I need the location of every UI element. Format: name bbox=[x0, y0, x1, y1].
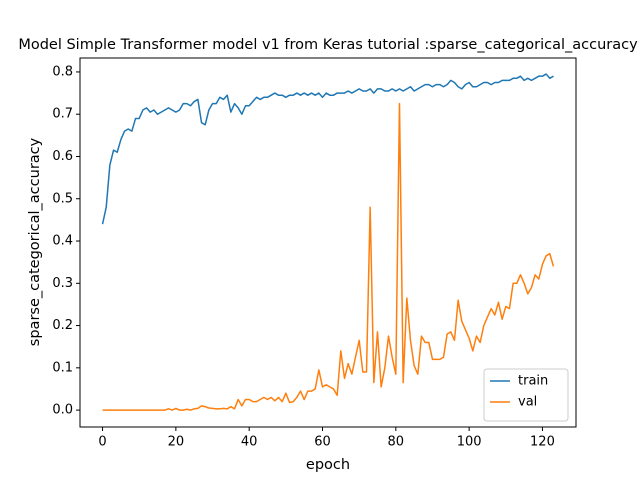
line-series bbox=[102, 102, 555, 411]
x-axis-label: epoch bbox=[306, 457, 350, 473]
legend-box bbox=[483, 368, 569, 422]
axes-frame bbox=[79, 57, 577, 428]
x-tick-label: 100 bbox=[457, 435, 482, 450]
x-tick-label: 20 bbox=[168, 435, 185, 450]
y-tick-label: 0.0 bbox=[52, 403, 73, 418]
y-tick-label: 0.1 bbox=[52, 360, 73, 375]
y-tick-label: 0.4 bbox=[52, 234, 73, 249]
y-tick-label: 0.8 bbox=[52, 64, 73, 79]
legend-label: train bbox=[518, 374, 548, 389]
x-tick-label: 120 bbox=[530, 435, 555, 450]
y-tick-label: 0.2 bbox=[52, 318, 73, 333]
chart-title: Model Simple Transformer model v1 from K… bbox=[18, 37, 638, 53]
x-tick-label: 80 bbox=[388, 435, 405, 450]
y-tick-label: 0.3 bbox=[52, 276, 73, 291]
line-series bbox=[101, 73, 554, 225]
x-tick-label: 60 bbox=[314, 435, 331, 450]
x-tick-label: 0 bbox=[98, 435, 106, 450]
y-tick-label: 0.6 bbox=[52, 149, 73, 164]
x-tick-label: 40 bbox=[241, 435, 258, 450]
y-axis-label: sparse_categorical_accuracy bbox=[27, 137, 43, 346]
y-tick-label: 0.7 bbox=[52, 107, 73, 122]
y-tick-label: 0.5 bbox=[52, 191, 73, 206]
legend-label: val bbox=[518, 395, 537, 410]
